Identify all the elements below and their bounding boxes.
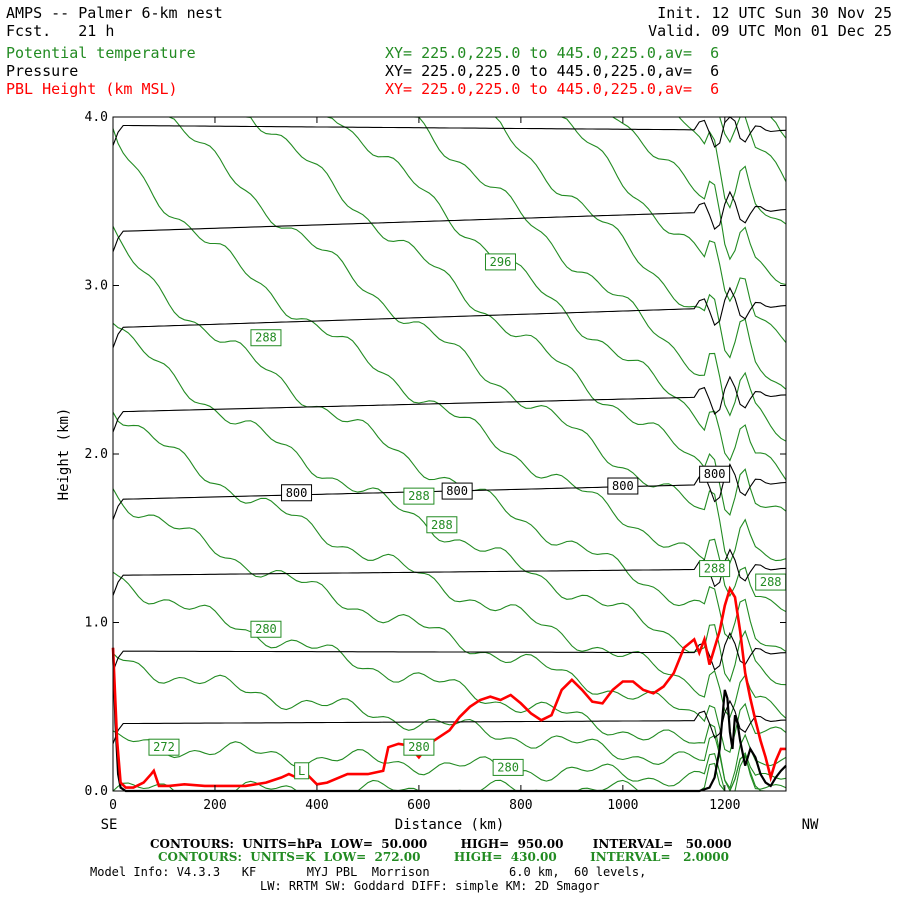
x-tick-label: 800	[509, 798, 532, 813]
forecast-hour: Fcst. 21 h	[6, 22, 115, 40]
contour-label: 288	[250, 329, 282, 347]
y-axis-label: Height (km)	[56, 408, 72, 501]
pressure-contour-line	[112, 190, 787, 252]
svg-text:800: 800	[446, 484, 468, 498]
pbl-height-series	[111, 585, 786, 789]
cross-section-plot: 296 288 800 288 800 800 800 288 288 288 280 272 280 2…	[56, 110, 819, 833]
contour-label: 800	[441, 482, 473, 500]
theta-contour-line	[113, 116, 787, 225]
theta-contour-line	[112, 652, 787, 792]
pressure-contour-line	[112, 548, 787, 596]
chart-title: AMPS -- Palmer 6-km nest	[6, 4, 223, 22]
theta-contour-line	[112, 571, 787, 790]
contour-label: 280	[250, 620, 282, 638]
svg-text:280: 280	[255, 622, 277, 636]
init-time: Init. 12 UTC Sun 30 Nov 25	[657, 4, 892, 22]
x-end-left-label: SE	[101, 817, 118, 833]
x-tick-label: 0	[109, 798, 117, 813]
contour-label: L	[294, 762, 310, 780]
x-tick-label: 1000	[607, 798, 638, 813]
terrain-profile	[111, 647, 787, 793]
y-tick-label: 1.0	[85, 616, 108, 631]
pbl-height-line	[111, 585, 786, 789]
theta-contour-line	[112, 226, 787, 653]
field-xy-pbl: XY= 225.0,225.0 to 445.0,225.0,av= 6	[385, 80, 720, 98]
field-xy-theta: XY= 225.0,225.0 to 445.0,225.0,av= 6	[385, 44, 720, 62]
footer-physics: LW: RRTM SW: Goddard DIFF: simple KM: 2D…	[260, 879, 600, 893]
field-name-theta: Potential temperature	[6, 44, 196, 62]
contour-labels: 296 288 800 288 800 800 800 288 288 288 280 272 280 2…	[148, 253, 787, 780]
contour-label: 800	[699, 465, 731, 483]
svg-text:272: 272	[153, 740, 175, 754]
footer-contours-theta: CONTOURS: UNITS=K LOW= 272.00 HIGH= 430.…	[158, 850, 729, 864]
theta-contour-line	[113, 116, 787, 481]
x-tick-label: 400	[305, 798, 328, 813]
svg-text:800: 800	[612, 479, 634, 493]
theta-contour-line	[113, 116, 787, 286]
plot-frame	[112, 116, 787, 792]
contour-label: 800	[607, 477, 639, 495]
pressure-contour-line	[112, 116, 787, 148]
theta-contour-line	[112, 730, 787, 792]
theta-contour-line	[113, 116, 787, 442]
axes: 0 200 400 600 800 1000 1200 0.0 1.0 2.0 3.0 4.0 Dist…	[56, 110, 819, 833]
svg-text:280: 280	[408, 740, 430, 754]
contour-label: 280	[403, 738, 435, 756]
terrain-line	[111, 647, 787, 793]
y-tick-label: 2.0	[85, 447, 108, 462]
pressure-contour-line	[112, 375, 787, 433]
contour-label: 272	[148, 738, 180, 756]
field-xy-pressure: XY= 225.0,225.0 to 445.0,225.0,av= 6	[385, 62, 720, 80]
pressure-contour-line	[112, 699, 787, 744]
theta-contour-line	[113, 116, 787, 390]
x-end-right-label: NW	[802, 817, 819, 833]
footer-model-info: Model Info: V4.3.3 KF MYJ PBL Morrison 6…	[90, 865, 647, 879]
y-tick-label: 0.0	[85, 784, 108, 799]
x-axis-label: Distance (km)	[395, 817, 505, 833]
contour-label: 288	[403, 487, 435, 505]
valid-time: Valid. 09 UTC Mon 01 Dec 25	[648, 22, 892, 40]
pressure-contours	[112, 116, 787, 744]
svg-text:288: 288	[431, 518, 453, 532]
contour-label: 296	[484, 253, 516, 271]
x-tick-label: 200	[203, 798, 226, 813]
theta-contour-line	[113, 116, 787, 565]
pressure-contour-line	[112, 286, 787, 348]
svg-text:800: 800	[286, 486, 308, 500]
contour-label: 288	[426, 516, 458, 534]
svg-text:288: 288	[408, 489, 430, 503]
field-name-pbl: PBL Height (km MSL)	[6, 80, 178, 98]
svg-text:800: 800	[704, 467, 726, 481]
theta-contour-line	[112, 488, 787, 754]
contour-label: 800	[281, 484, 313, 502]
x-tick-label: 1200	[709, 798, 740, 813]
y-tick-label: 3.0	[85, 279, 108, 294]
contour-label: 288	[699, 560, 731, 578]
theta-contours	[112, 116, 787, 792]
svg-text:L: L	[298, 764, 305, 778]
x-tick-label: 600	[407, 798, 430, 813]
svg-text:288: 288	[704, 562, 726, 576]
contour-label: 288	[755, 573, 787, 591]
pressure-contour-line	[112, 631, 787, 672]
svg-text:280: 280	[497, 760, 519, 774]
contour-label: 280	[492, 758, 524, 776]
svg-text:296: 296	[490, 255, 512, 269]
svg-text:288: 288	[255, 331, 277, 345]
theta-contour-line	[112, 128, 787, 613]
theta-contour-line	[112, 411, 787, 719]
footer-contours-pressure: CONTOURS: UNITS=hPa LOW= 50.000 HIGH= 95…	[150, 837, 732, 851]
y-tick-label: 4.0	[85, 110, 108, 125]
svg-text:288: 288	[760, 575, 782, 589]
field-name-pressure: Pressure	[6, 62, 79, 80]
theta-contour-line	[112, 322, 787, 686]
